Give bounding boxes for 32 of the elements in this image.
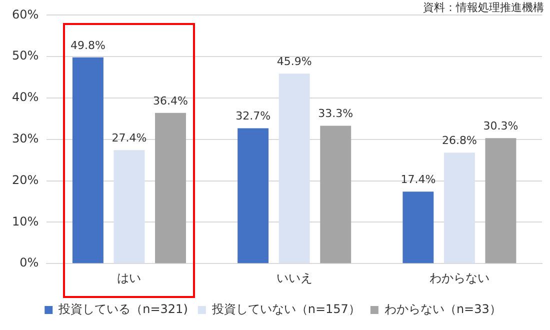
data-label: 27.4% [112,132,147,145]
x-tick-label: わからない [429,270,490,285]
legend-label: 投資している（n=321) [58,302,188,316]
data-label: 45.9% [276,54,312,68]
bar [444,152,475,264]
legend-label: 投資していない（n=157） [210,302,360,316]
data-label: 26.8% [442,134,477,148]
bar [320,126,352,264]
bar [278,74,310,264]
bar [485,138,516,264]
y-tick-label: 20% [12,172,39,187]
data-label: 32.7% [236,110,271,123]
data-label: 33.3% [318,107,354,120]
y-tick-label: 30% [12,132,39,146]
y-tick-label: 60% [12,7,39,22]
data-label: 49.8% [70,38,106,52]
x-tick-label: いいえ [276,270,312,285]
legend-label: わからない（n=33） [384,302,502,316]
y-tick-label: 50% [12,48,39,63]
data-label: 30.3% [483,120,518,133]
y-tick-label: 40% [12,90,39,104]
bar [114,150,145,264]
bar [238,128,269,264]
data-label: 36.4% [153,94,188,108]
bar [402,192,434,264]
y-tick-label: 0% [20,256,39,270]
y-tick-label: 10% [12,214,39,228]
bar [155,112,186,264]
data-label: 17.4% [400,172,436,186]
bar [72,57,104,264]
x-tick-label: はい [117,270,142,285]
text: 資料：情報処理推進機構 [423,0,544,15]
